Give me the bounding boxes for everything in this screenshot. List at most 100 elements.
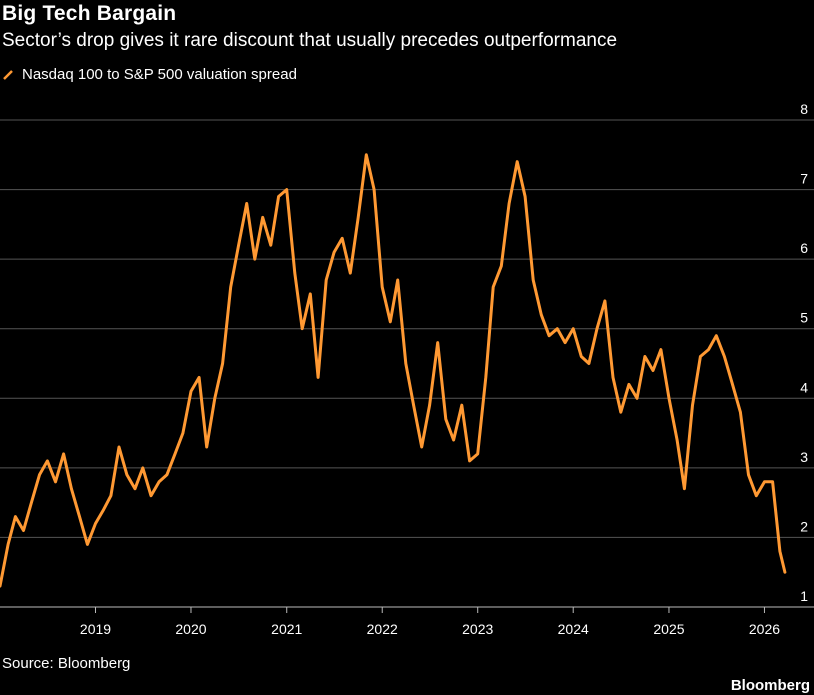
data-point bbox=[285, 188, 288, 191]
data-point bbox=[372, 188, 376, 191]
data-point bbox=[507, 202, 511, 205]
data-point bbox=[547, 334, 551, 337]
data-point bbox=[102, 508, 105, 511]
data-point bbox=[54, 480, 57, 483]
data-point bbox=[659, 348, 663, 351]
data-point bbox=[492, 285, 495, 289]
data-point bbox=[205, 445, 208, 449]
data-point bbox=[117, 445, 121, 449]
data-point bbox=[523, 195, 527, 198]
data-point bbox=[70, 487, 73, 490]
x-tick-label: 2019 bbox=[80, 621, 111, 637]
data-point bbox=[396, 278, 399, 282]
data-point bbox=[763, 480, 766, 483]
legend-label: Nasdaq 100 to S&P 500 valuation spread bbox=[22, 66, 297, 83]
data-point bbox=[125, 473, 129, 476]
data-point bbox=[149, 494, 153, 497]
y-tick-label: 8 bbox=[800, 101, 808, 117]
y-tick-label: 5 bbox=[800, 310, 808, 326]
data-point bbox=[293, 271, 296, 275]
data-point bbox=[747, 473, 750, 476]
data-point bbox=[349, 271, 352, 275]
data-point bbox=[476, 452, 479, 456]
series-line bbox=[0, 153, 787, 588]
data-point bbox=[0, 584, 2, 588]
data-point bbox=[357, 216, 360, 219]
data-point bbox=[778, 550, 782, 553]
y-tick-label: 1 bbox=[800, 588, 808, 604]
data-point bbox=[603, 299, 607, 303]
data-point bbox=[38, 473, 41, 476]
data-point bbox=[261, 216, 264, 219]
x-tick-label: 2025 bbox=[653, 621, 684, 637]
data-point bbox=[532, 278, 535, 282]
gridlines bbox=[0, 119, 814, 538]
data-point bbox=[444, 418, 447, 421]
x-tick-label: 2022 bbox=[367, 621, 398, 637]
data-point bbox=[420, 445, 423, 449]
data-point bbox=[165, 473, 169, 476]
y-tick-label: 7 bbox=[800, 171, 808, 187]
data-point bbox=[381, 285, 384, 289]
data-point bbox=[62, 452, 65, 456]
y-tick-label: 3 bbox=[800, 449, 808, 465]
data-point bbox=[6, 543, 10, 546]
series-lines bbox=[0, 153, 787, 588]
data-point bbox=[109, 494, 113, 497]
data-point bbox=[30, 501, 33, 504]
y-tick-label: 2 bbox=[800, 518, 808, 534]
x-tick-label: 2020 bbox=[175, 621, 206, 637]
x-tick-label: 2026 bbox=[749, 621, 780, 637]
data-point bbox=[460, 404, 463, 407]
data-point bbox=[484, 376, 487, 379]
data-point bbox=[133, 487, 137, 490]
data-point bbox=[723, 355, 726, 358]
data-point bbox=[635, 397, 639, 400]
data-point bbox=[245, 202, 248, 205]
data-point bbox=[404, 362, 407, 365]
legend: Nasdaq 100 to S&P 500 valuation spread bbox=[2, 66, 297, 83]
data-point bbox=[556, 327, 559, 330]
data-point bbox=[181, 431, 185, 435]
data-point bbox=[332, 251, 336, 254]
data-point bbox=[269, 244, 272, 247]
data-point bbox=[341, 237, 344, 240]
data-point bbox=[619, 411, 622, 414]
data-point bbox=[253, 257, 256, 261]
x-axis-ticks: 2019 2020 2021 2022 2023 2024 2025 2026 bbox=[80, 607, 780, 637]
y-tick-label: 6 bbox=[800, 240, 808, 256]
data-point bbox=[500, 264, 503, 268]
data-point bbox=[563, 341, 567, 344]
data-point bbox=[731, 383, 734, 386]
data-point bbox=[691, 404, 694, 407]
data-point bbox=[325, 278, 328, 282]
data-point bbox=[651, 369, 655, 372]
data-point bbox=[157, 480, 161, 483]
data-point bbox=[94, 522, 97, 525]
data-point bbox=[707, 348, 710, 351]
data-point bbox=[611, 376, 615, 379]
data-point bbox=[141, 466, 144, 470]
data-point bbox=[78, 515, 81, 518]
data-point bbox=[627, 383, 631, 386]
data-point bbox=[389, 320, 392, 323]
data-point bbox=[739, 411, 742, 414]
chart-title: Big Tech Bargain bbox=[2, 2, 177, 25]
source-note: Source: Bloomberg bbox=[2, 655, 131, 672]
chart-subtitle: Sector’s drop gives it rare discount tha… bbox=[2, 30, 618, 51]
data-point bbox=[221, 362, 224, 365]
y-axis-ticks: 1 2 3 4 5 6 7 8 bbox=[800, 101, 808, 604]
data-point bbox=[86, 543, 89, 546]
data-point bbox=[755, 494, 758, 497]
data-point bbox=[675, 438, 679, 442]
data-point bbox=[715, 334, 718, 337]
data-point bbox=[229, 285, 232, 289]
x-tick-label: 2023 bbox=[462, 621, 493, 637]
data-point bbox=[436, 341, 439, 344]
data-point bbox=[572, 327, 575, 330]
data-point bbox=[277, 195, 280, 198]
brand-logo: Bloomberg bbox=[730, 677, 810, 694]
data-point bbox=[468, 459, 471, 463]
data-point bbox=[699, 355, 702, 358]
